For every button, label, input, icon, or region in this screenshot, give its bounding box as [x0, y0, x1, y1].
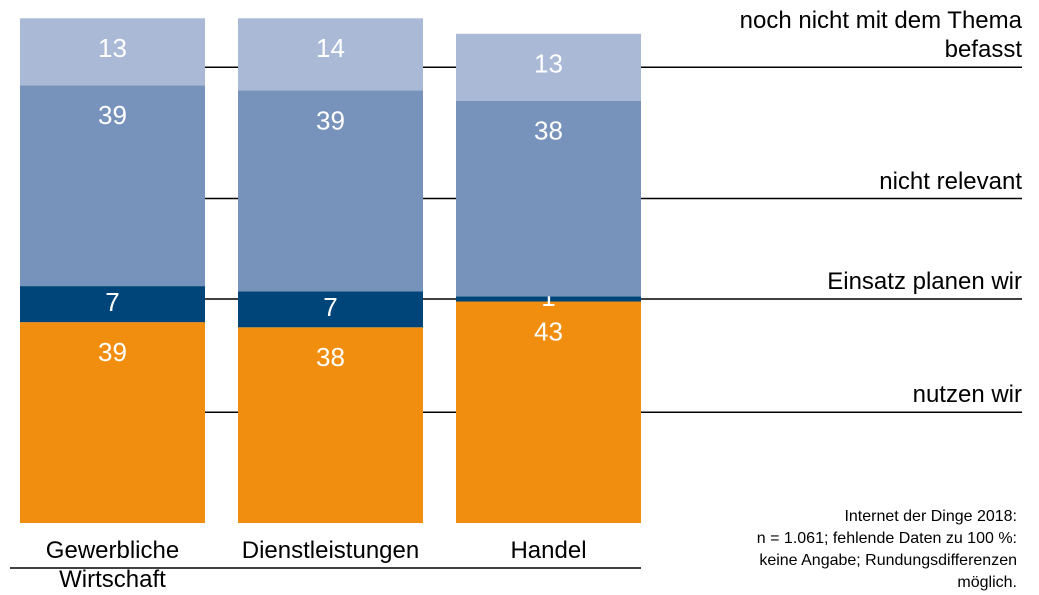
data-label: 13 — [98, 33, 127, 63]
bar-segment — [20, 322, 205, 523]
bar-segment — [20, 18, 205, 86]
footnote-line: Internet der Dinge 2018: — [844, 508, 1017, 525]
bar-segment — [20, 286, 205, 323]
legend-label: nutzen wir — [912, 381, 1022, 409]
legend-label: Einsatz planen wir — [827, 267, 1022, 295]
x-tick-label-line: Handel — [510, 537, 587, 564]
footnote-line: n = 1.061; fehlende Daten zu 100 %: — [756, 530, 1017, 547]
data-label: 39 — [98, 337, 127, 367]
x-tick-label-line: Wirtschaft — [59, 566, 166, 593]
bar-segment — [238, 327, 423, 523]
bar-segment — [20, 85, 205, 287]
data-label: 39 — [316, 105, 345, 135]
data-label: 7 — [105, 287, 119, 317]
footnote-line: möglich. — [957, 574, 1017, 591]
x-tick-label-line: Gewerbliche — [45, 537, 180, 564]
legend-label: noch nicht mit dem Thema befasst — [739, 7, 1022, 64]
bar-segment — [456, 100, 641, 297]
data-label: 13 — [534, 49, 563, 79]
data-label: 14 — [316, 33, 345, 63]
legend-label: nicht relevant — [879, 167, 1022, 195]
data-label: 39 — [98, 100, 127, 130]
x-tick-label: Dienstleistungen — [222, 536, 440, 565]
data-label: 38 — [534, 116, 563, 146]
x-tick-label: Gewerbliche Wirtschaft — [4, 536, 222, 594]
bar-segment — [456, 301, 641, 523]
bar-segment — [238, 291, 423, 328]
bar-segment — [238, 18, 423, 91]
footnote-line: keine Angabe; Rundungsdifferenzen — [759, 552, 1017, 569]
bar-segment — [238, 90, 423, 292]
x-tick-label: Handel — [440, 536, 658, 565]
bar-segment — [456, 33, 641, 101]
bar-segment — [456, 296, 641, 302]
data-label: 7 — [323, 292, 337, 322]
x-tick-label-line: Dienstleistungen — [241, 537, 420, 564]
data-label: 43 — [534, 316, 563, 346]
data-label: 38 — [316, 342, 345, 372]
footnote: Internet der Dinge 2018: n = 1.061; fehle… — [677, 506, 1017, 594]
